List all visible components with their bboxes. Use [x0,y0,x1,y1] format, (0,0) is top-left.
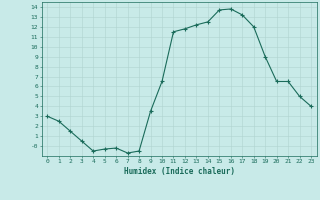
X-axis label: Humidex (Indice chaleur): Humidex (Indice chaleur) [124,167,235,176]
